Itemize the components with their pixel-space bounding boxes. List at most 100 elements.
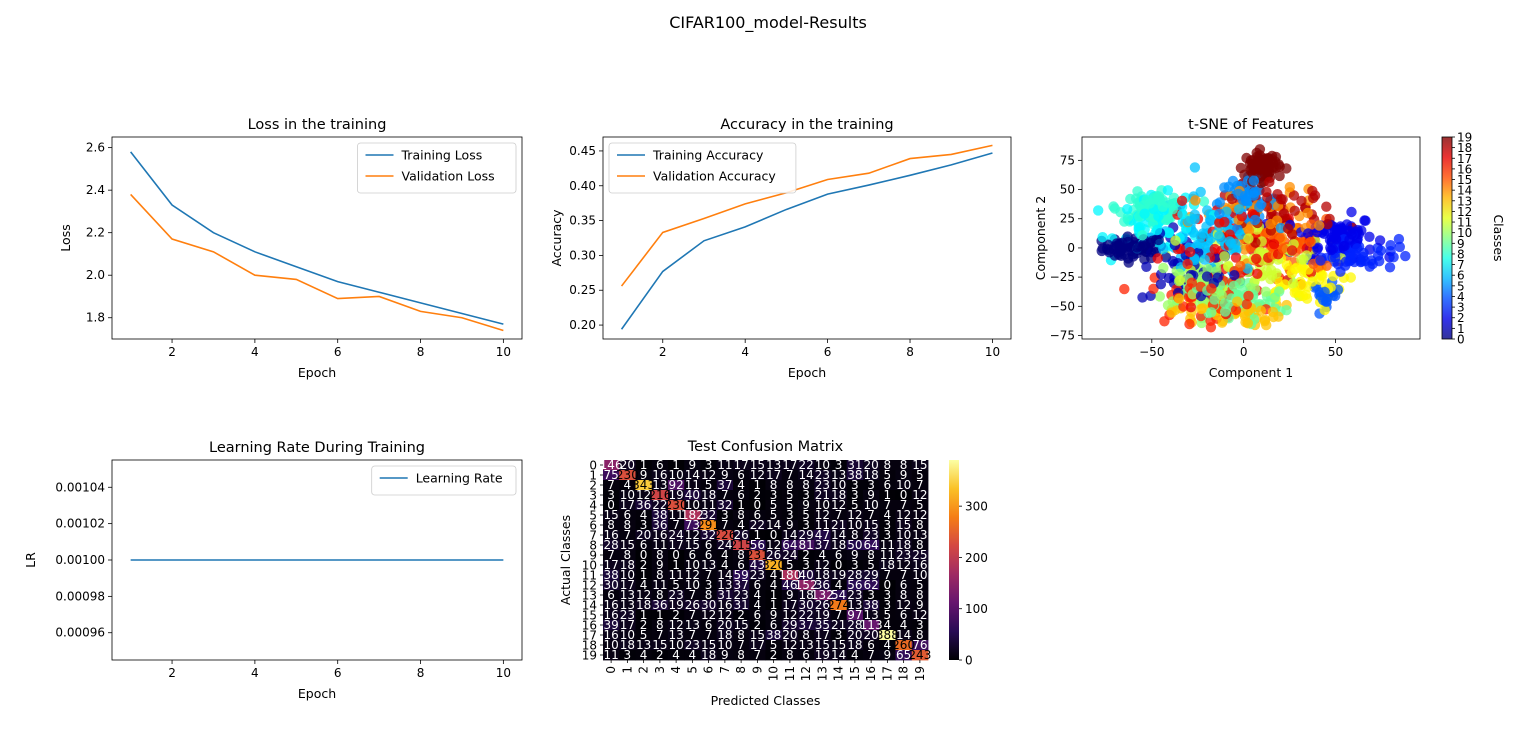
x-tick-label: 50 (1328, 345, 1343, 359)
colorbar-tick-label: 4 (1457, 290, 1465, 304)
heatmap-cell (765, 650, 783, 661)
heatmap-value: 11 (880, 548, 895, 562)
heatmap-value: 17 (620, 618, 635, 632)
scatter-point (1174, 275, 1186, 286)
scatter-point (1195, 238, 1206, 249)
heatmap-cell (684, 610, 701, 621)
heatmap-value: 4 (640, 648, 648, 662)
heatmap-cell (798, 480, 815, 491)
heatmap-cell (749, 600, 766, 611)
heatmap-value: 113 (860, 618, 883, 632)
scatter-point (1232, 296, 1243, 307)
heatmap-cell (895, 640, 913, 651)
y-tick-label: 0.00100 (55, 553, 105, 567)
heatmap-value: 11 (652, 578, 667, 592)
heatmap-value: 5 (770, 638, 778, 652)
heatmap-cell (798, 470, 815, 481)
scatter-point (1230, 252, 1242, 263)
heatmap-value: 152 (795, 578, 818, 592)
heatmap-value: 2 (770, 648, 778, 662)
heatmap-value: 12 (831, 498, 846, 512)
heatmap-value: 11 (701, 498, 716, 512)
heatmap-value: 23 (847, 588, 862, 602)
heatmap-cell (830, 600, 848, 611)
heatmap-cell (814, 640, 831, 651)
heatmap-cell (603, 530, 620, 541)
heatmap-cell (895, 560, 913, 571)
heatmap-value: 12 (912, 508, 927, 522)
heatmap-value: 3 (624, 648, 632, 662)
heatmap-value: 17 (815, 628, 830, 642)
heatmap-cell (814, 460, 831, 471)
heatmap-cell (684, 520, 701, 531)
heatmap-value: 6 (754, 578, 762, 592)
heatmap-value: 3 (835, 458, 843, 472)
heatmap-cell (846, 610, 864, 621)
heatmap-cell (765, 570, 783, 581)
heatmap-value: 6 (835, 548, 843, 562)
heatmap-cell (781, 620, 799, 631)
y-tick-label: 0.00096 (55, 626, 105, 640)
heatmap-value: 23 (750, 568, 765, 582)
heatmap-value: 146 (600, 458, 623, 472)
scatter-point (1201, 271, 1213, 282)
heatmap-value: 12 (815, 558, 830, 572)
x-axis-label: Predicted Classes (711, 693, 821, 708)
heatmap-cell (895, 550, 913, 561)
heatmap-value: 132 (811, 588, 834, 602)
heatmap-value: 9 (689, 458, 697, 472)
heatmap-value: 37 (733, 578, 748, 592)
heatmap-value: 3 (884, 588, 892, 602)
colorbar-tick-label: 2 (1457, 311, 1465, 325)
heatmap-value: 22 (798, 608, 813, 622)
heatmap-cell (651, 550, 669, 561)
scatter-point (1119, 216, 1130, 227)
x-tick-label: 5 (685, 666, 699, 674)
heatmap-value: 12 (912, 488, 927, 502)
heatmap-value: 17 (782, 458, 797, 472)
heatmap-value: 16 (603, 608, 618, 622)
heatmap-cell (798, 650, 815, 661)
colorbar-tick-label: 10 (1457, 226, 1472, 240)
heatmap-value: 13 (766, 458, 781, 472)
heatmap-value: 30 (701, 598, 716, 612)
y-tick-label: 6 (589, 519, 597, 533)
heatmap-cell (846, 580, 864, 591)
heatmap-cell (635, 540, 653, 551)
scatter-point (1163, 227, 1175, 238)
heatmap-cell (830, 570, 848, 581)
heatmap-value: 32 (701, 528, 716, 542)
heatmap-value: 29 (863, 568, 878, 582)
heatmap-value: 9 (867, 488, 875, 502)
heatmap-cell (716, 630, 734, 641)
x-tick-label: 2 (637, 666, 651, 674)
heatmap-value: 36 (652, 598, 667, 612)
heatmap-cell (700, 650, 718, 661)
heatmap-value: 3 (835, 628, 843, 642)
scatter-point (1139, 208, 1150, 219)
heatmap-cell (635, 530, 653, 541)
heatmap-cell (700, 480, 718, 491)
scatter-point (1279, 279, 1291, 290)
scatter-point (1151, 224, 1163, 236)
colorbar-tick-label: 16 (1457, 162, 1472, 176)
heatmap-value: 182 (681, 508, 704, 522)
heatmap-cell (863, 540, 880, 551)
heatmap-cell (798, 630, 815, 641)
heatmap-cell (749, 630, 766, 641)
scatter-point (1243, 233, 1254, 244)
heatmap-value: 28 (847, 618, 862, 632)
heatmap-value: 3 (802, 488, 810, 502)
heatmap-cell (765, 470, 783, 481)
heatmap-value: 11 (815, 518, 830, 532)
y-tick-label: 17 (582, 629, 597, 643)
heatmap-cell (716, 580, 734, 591)
colorbar-tick-label: 14 (1457, 184, 1472, 198)
heatmap-value: 13 (847, 598, 862, 612)
colorbar-tick-label: 300 (965, 500, 988, 514)
heatmap-cell (814, 510, 831, 521)
heatmap-value: 0 (900, 488, 908, 502)
heatmap-value: 8 (916, 628, 924, 642)
chart-title: t-SNE of Features (1188, 117, 1314, 133)
